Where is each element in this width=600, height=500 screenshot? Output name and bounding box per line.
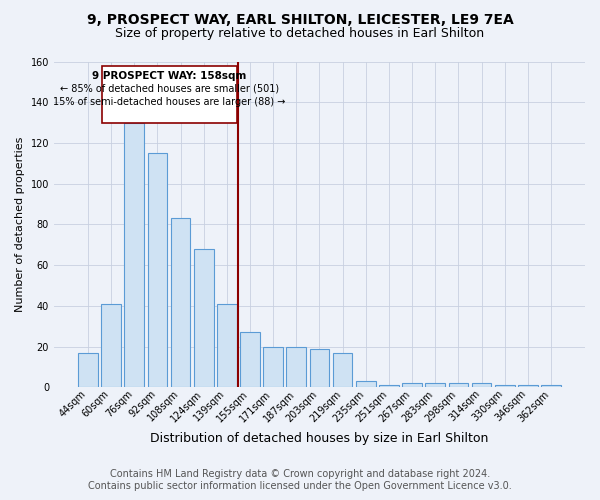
Bar <box>495 386 515 388</box>
Text: Size of property relative to detached houses in Earl Shilton: Size of property relative to detached ho… <box>115 28 485 40</box>
Bar <box>101 304 121 388</box>
Bar <box>449 384 468 388</box>
Bar <box>217 304 236 388</box>
Text: Contains HM Land Registry data © Crown copyright and database right 2024.
Contai: Contains HM Land Registry data © Crown c… <box>88 470 512 491</box>
Bar <box>356 382 376 388</box>
Bar <box>240 332 260 388</box>
Text: 9 PROSPECT WAY: 158sqm: 9 PROSPECT WAY: 158sqm <box>92 70 247 81</box>
X-axis label: Distribution of detached houses by size in Earl Shilton: Distribution of detached houses by size … <box>150 432 488 445</box>
Text: 15% of semi-detached houses are larger (88) →: 15% of semi-detached houses are larger (… <box>53 97 286 107</box>
Text: ← 85% of detached houses are smaller (501): ← 85% of detached houses are smaller (50… <box>60 84 279 94</box>
Bar <box>194 249 214 388</box>
FancyBboxPatch shape <box>102 66 237 122</box>
Bar <box>78 352 98 388</box>
Y-axis label: Number of detached properties: Number of detached properties <box>15 136 25 312</box>
Bar <box>472 384 491 388</box>
Bar <box>425 384 445 388</box>
Bar <box>333 352 352 388</box>
Bar <box>518 386 538 388</box>
Bar <box>286 346 306 388</box>
Bar <box>379 386 399 388</box>
Bar <box>310 348 329 388</box>
Bar <box>124 122 144 388</box>
Bar <box>402 384 422 388</box>
Bar <box>541 386 561 388</box>
Text: 9, PROSPECT WAY, EARL SHILTON, LEICESTER, LE9 7EA: 9, PROSPECT WAY, EARL SHILTON, LEICESTER… <box>86 12 514 26</box>
Bar <box>263 346 283 388</box>
Bar <box>170 218 190 388</box>
Bar <box>148 153 167 388</box>
